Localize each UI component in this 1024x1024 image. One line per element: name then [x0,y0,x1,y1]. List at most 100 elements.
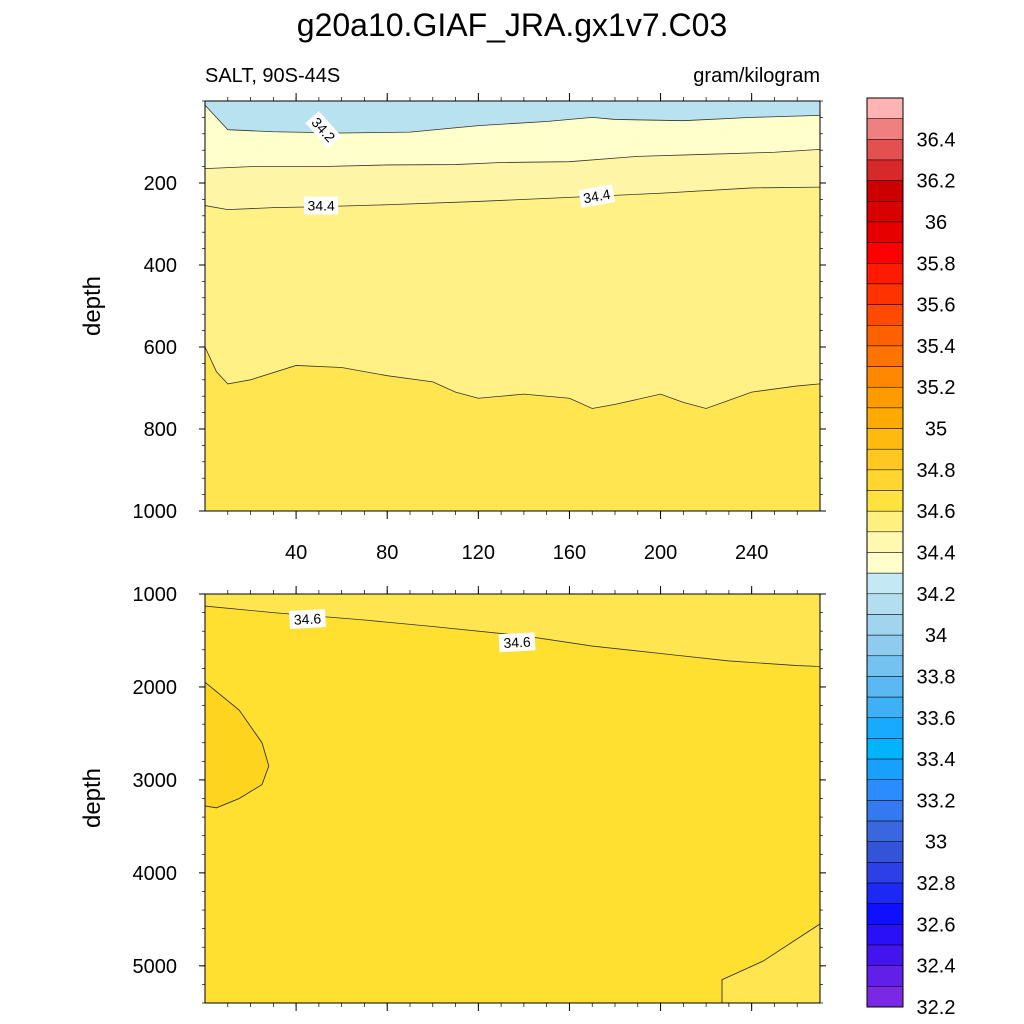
variable-label: SALT, 90S-44S [205,65,340,87]
contour-corner-region [722,923,820,1003]
lower-contour-panel: 1000 2000 3000 4000 5000 34.6 34.6 [133,584,826,1011]
contour-label-text: 34.4 [582,186,612,207]
colorbar-swatch [866,676,904,698]
colorbar-swatch [866,841,904,863]
colorbar-tick-label: 36.2 [917,171,956,193]
colorbar-swatch [866,304,904,326]
colorbar-tick-label: 34.8 [917,460,956,482]
colorbar-swatch [866,428,904,450]
colorbar-swatch [866,510,904,533]
upper-y-axis-label: depth [79,276,106,336]
x-tick-label: 160 [553,542,586,564]
colorbar-swatch [866,366,904,388]
y-tick-label: 1000 [133,501,178,523]
colorbar-swatch [866,407,904,429]
colorbar-tick-label: 35.6 [917,295,956,317]
colorbar-swatch [866,614,904,636]
colorbar-swatch [866,903,904,925]
contour-label-box [578,184,616,208]
colorbar-swatch [866,139,904,161]
y-tick-label: 3000 [133,770,178,792]
colorbar-swatch [866,263,904,285]
y-tick-label: 5000 [133,956,178,978]
contour-value-label: 34.6 [498,632,536,653]
colorbar-swatch [866,779,904,801]
lower-y-axis-label: depth [79,768,106,828]
colorbar-tick-label: 35.4 [917,336,956,358]
colorbar-tick-label: 36.4 [917,129,956,151]
colorbar-swatch [866,118,904,140]
colorbar-swatch [866,180,904,202]
y-tick-label: 4000 [133,863,178,885]
panel-frame [204,593,821,1004]
y-tick-label: 200 [144,173,177,195]
colorbar-tick-label: 34.2 [917,584,956,606]
colorbar-swatch [866,800,904,822]
contour-line [204,104,821,134]
contour-fill-band [205,606,820,1003]
colorbar-tick-label: 35 [925,419,947,441]
colorbar-swatch [866,820,904,842]
contour-label-text: 34.6 [293,610,321,627]
chart-title: g20a10.GIAF_JRA.gx1v7.C03 [297,7,727,43]
colorbar-swatch [866,882,904,904]
contour-line [204,148,821,170]
colorbar-swatch [866,283,904,305]
colorbar-tick-label: 33.8 [917,666,956,688]
colorbar-swatch [866,696,904,719]
x-tick-label: 80 [376,542,398,564]
contour-value-label: 34.4 [304,196,339,215]
colorbar: 36.4 36.2 36 35.8 35.6 35.4 35.2 35 34.8 34.6 34.4… [866,97,956,1019]
colorbar-swatch [866,924,904,946]
colorbar-swatch [866,386,904,409]
y-tick-label: 1000 [133,584,178,606]
colorbar-tick-label: 33.4 [917,749,956,771]
x-tick-label: 240 [735,542,768,564]
x-tick-label: 40 [285,542,307,564]
contour-fill-band [205,347,820,511]
contour-label-box [498,632,536,653]
x-tick-label: 200 [644,542,677,564]
y-tick-label: 400 [144,255,177,277]
colorbar-swatch [866,345,904,367]
colorbar-tick-label: 32.2 [917,997,956,1019]
colorbar-swatch [866,758,904,780]
colorbar-swatch [866,862,904,884]
colorbar-tick-label: 33 [925,832,947,854]
colorbar-swatch [866,572,904,595]
colorbar-swatch [866,531,904,553]
contour-label-box [305,111,342,149]
colorbar-tick-label: 33.2 [917,790,956,812]
colorbar-tick-label: 32.8 [917,873,956,895]
colorbar-tick-label: 34.6 [917,501,956,523]
units-label: gram/kilogram [693,65,820,87]
contour-line [721,923,821,1003]
colorbar-swatch [866,201,904,223]
y-tick-label: 2000 [133,677,178,699]
contour-label-box [289,609,326,630]
colorbar-tick-label: 36 [925,212,947,234]
colorbar-tick-label: 34.4 [917,543,956,565]
colorbar-tick-label: 33.6 [917,708,956,730]
colorbar-frame [866,97,904,1008]
colorbar-swatch [866,325,904,347]
colorbar-tick-label: 35.8 [917,253,956,275]
y-tick-label: 800 [144,419,177,441]
colorbar-swatch [866,221,904,243]
panel-frame [204,100,821,512]
colorbar-tick-label: 35.2 [917,377,956,399]
colorbar-swatch [866,738,904,760]
contour-value-label: 34.6 [289,609,326,630]
contour-value-label: 34.4 [578,184,616,208]
contour-closed-region [204,681,270,809]
colorbar-swatch [866,97,904,119]
contour-line [204,186,821,211]
x-tick-label: 120 [462,542,495,564]
colorbar-tick-label: 34 [925,625,947,647]
colorbar-swatch [866,593,904,615]
y-tick-label: 600 [144,337,177,359]
colorbar-swatch [866,986,904,1008]
colorbar-swatch [866,469,904,491]
